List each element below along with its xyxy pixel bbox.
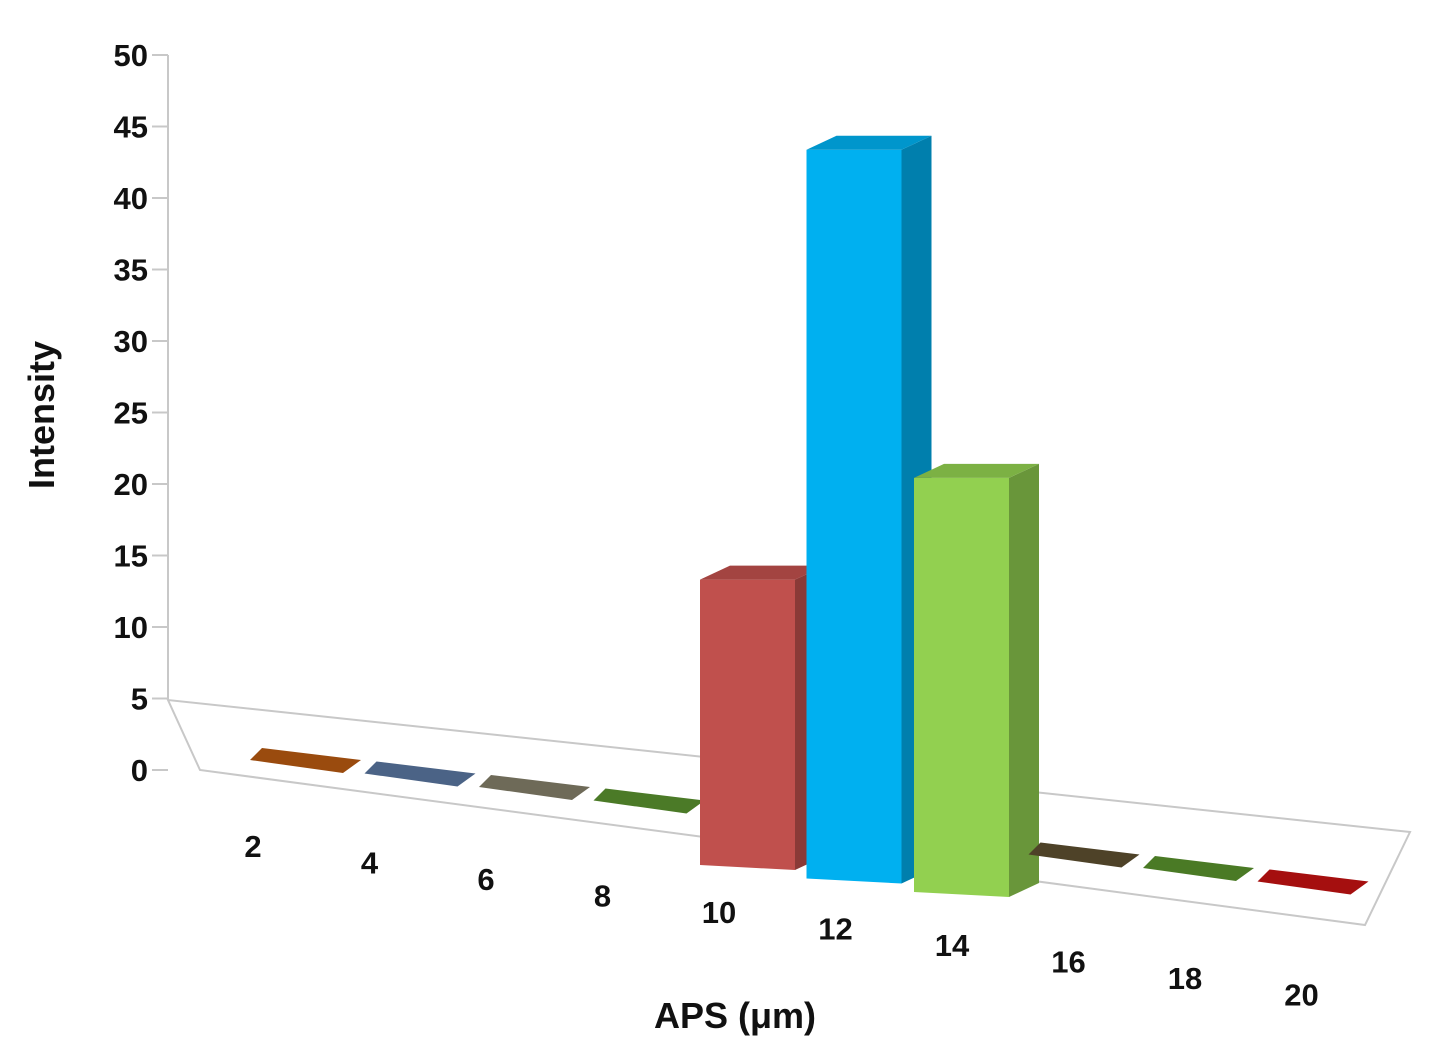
bar-8	[593, 788, 705, 814]
y-tick-label: 30	[114, 324, 148, 359]
bar-top	[806, 135, 932, 150]
bar-front	[700, 579, 795, 870]
x-tick-label: 14	[935, 928, 970, 963]
y-axis-title: Intensity	[21, 341, 62, 489]
y-tick-label: 0	[131, 753, 148, 788]
x-axis-title: APS (μm)	[654, 995, 816, 1036]
bar-top	[1257, 869, 1369, 895]
y-tick-label: 35	[114, 253, 148, 288]
bar-side	[1009, 463, 1039, 897]
bar-top	[593, 788, 705, 814]
y-tick-label: 50	[114, 38, 148, 73]
bar-top	[479, 775, 590, 800]
bar-14	[914, 463, 1039, 897]
bar-12	[806, 135, 932, 884]
bar-20	[1257, 869, 1369, 895]
y-tick-label: 25	[114, 396, 148, 431]
x-tick-label: 2	[244, 829, 261, 864]
bar-6	[479, 775, 590, 800]
y-tick-labels: 0 5 10 15 20 25 30 35 40 45 50	[114, 38, 148, 788]
bar-top	[1028, 842, 1140, 868]
x-tick-label: 4	[361, 846, 379, 881]
x-tick-label: 18	[1168, 961, 1202, 996]
x-tick-label: 10	[702, 895, 736, 930]
bar-4	[364, 761, 476, 787]
x-tick-labels: 2 4 6 8 10 12 14 16 18 20	[244, 829, 1318, 1013]
bar-10	[700, 565, 825, 870]
bar-front	[914, 477, 1009, 897]
bar-top	[364, 761, 476, 787]
x-tick-label: 6	[477, 862, 494, 897]
bar-16	[1028, 842, 1140, 868]
bar-top	[1143, 856, 1254, 881]
y-tick-label: 10	[114, 610, 148, 645]
y-tick-label: 5	[131, 682, 148, 717]
x-tick-label: 16	[1051, 945, 1085, 980]
bar-front	[806, 149, 902, 884]
bar-18	[1143, 856, 1254, 881]
x-tick-label: 20	[1284, 978, 1318, 1013]
bar-top	[700, 565, 825, 580]
bar-top	[250, 748, 361, 773]
y-tick-label: 40	[114, 181, 148, 216]
y-tick-label: 20	[114, 467, 148, 502]
y-tick-label: 15	[114, 539, 148, 574]
x-tick-label: 12	[818, 912, 852, 947]
x-tick-label: 8	[594, 879, 611, 914]
y-tick-label: 45	[114, 110, 148, 145]
bar-2	[250, 748, 361, 773]
bar-top	[914, 463, 1039, 478]
bars	[250, 135, 1369, 897]
